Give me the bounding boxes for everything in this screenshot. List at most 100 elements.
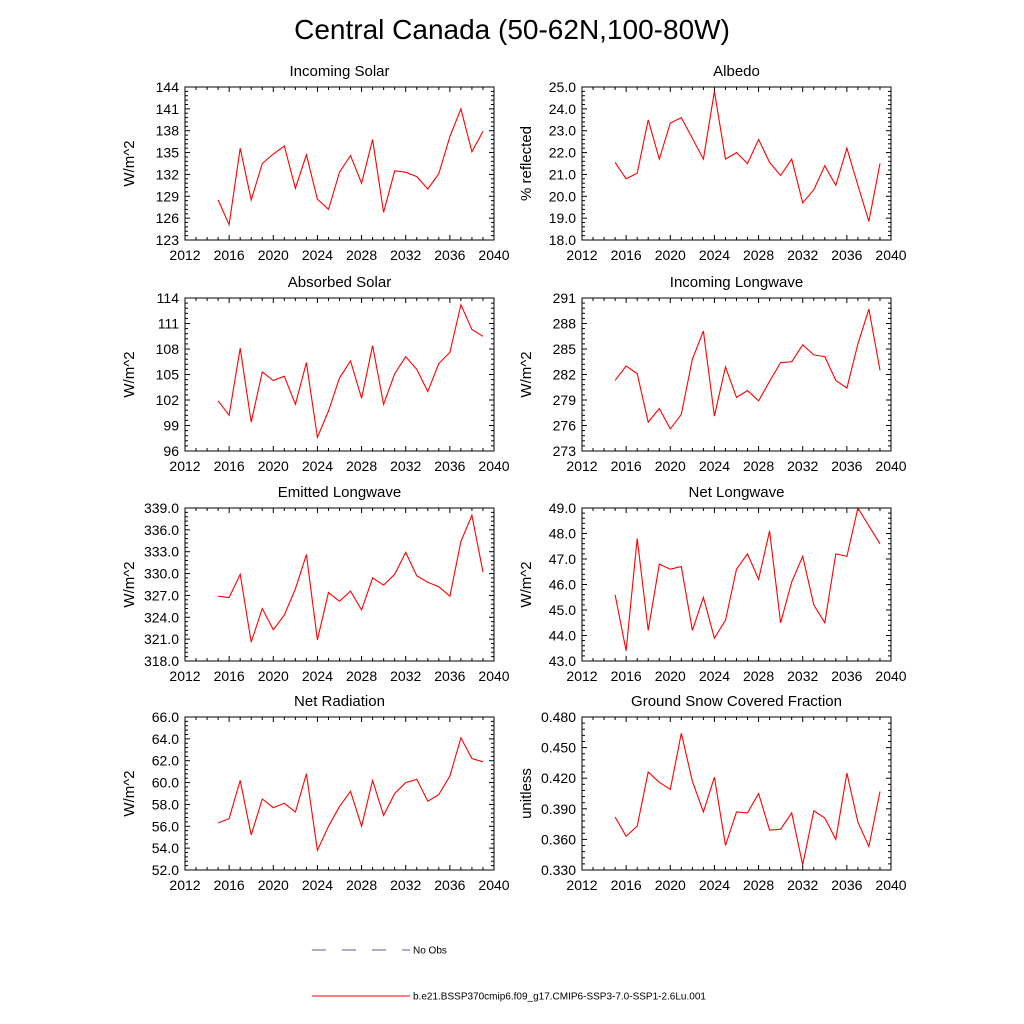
x-tick-label: 2032: [390, 247, 421, 263]
series-line: [217, 107, 484, 227]
x-tick-label: 2028: [743, 247, 774, 263]
x-tick-label: 2032: [787, 668, 818, 684]
series-line: [614, 733, 881, 866]
x-tick-label: 2020: [655, 877, 686, 893]
y-tick-label: 330.0: [144, 566, 179, 582]
x-tick-label: 2020: [655, 247, 686, 263]
x-tick-label: 2032: [787, 247, 818, 263]
x-tick-label: 2016: [214, 247, 245, 263]
y-axis-label: W/m^2: [518, 561, 535, 607]
y-tick-label: 0.480: [541, 709, 576, 725]
x-tick-label: 2036: [434, 877, 465, 893]
panel-4: Emitted Longwave W/m^2 2012 2016 2020 2024 202…: [121, 484, 510, 684]
y-tick-label: 47.0: [549, 551, 576, 567]
panels: Incoming Solar W/m^2 2012 2016 2020 2024 2028 2…: [121, 63, 907, 893]
y-tick-label: 135: [156, 145, 180, 161]
x-tick-label: 2028: [346, 877, 377, 893]
y-tick-label: 339.0: [144, 500, 179, 516]
y-tick-label: 105: [156, 367, 180, 383]
y-tick-label: 46.0: [549, 577, 576, 593]
legend-model-label: b.e21.BSSP370cmip6.f09_g17.CMIP6-SSP3-7.…: [413, 992, 706, 1003]
y-tick-label: 44.0: [549, 628, 576, 644]
x-tick-label: 2036: [434, 247, 465, 263]
x-tick-label: 2024: [302, 247, 333, 263]
x-tick-label: 2020: [655, 458, 686, 474]
x-tick-label: 2040: [478, 877, 509, 893]
x-tick-label: 2024: [302, 458, 333, 474]
x-tick-label: 2012: [566, 458, 597, 474]
x-tick-label: 2040: [875, 668, 906, 684]
x-tick-label: 2016: [214, 458, 245, 474]
plot-frame: [581, 716, 892, 871]
series-line: [217, 736, 484, 853]
y-axis-label: W/m^2: [518, 351, 535, 397]
y-axis-label: % reflected: [518, 126, 535, 201]
x-tick-label: 2028: [346, 247, 377, 263]
x-tick-label: 2040: [478, 247, 509, 263]
panel-6: Net Radiation W/m^2 2012 2016 2020 2024 2028 20…: [121, 693, 510, 893]
x-tick-label: 2012: [566, 247, 597, 263]
y-tick-label: 20.0: [549, 188, 576, 204]
plot-frame: [184, 86, 495, 241]
legend-model: b.e21.BSSP370cmip6.f09_g17.CMIP6-SSP3-7.…: [312, 992, 706, 1003]
y-tick-label: 327.0: [144, 587, 179, 603]
x-tick-label: 2040: [478, 458, 509, 474]
y-tick-label: 54.0: [152, 840, 179, 856]
x-tick-label: 2040: [875, 458, 906, 474]
x-tick-label: 2032: [787, 458, 818, 474]
series-line: [614, 506, 881, 651]
x-tick-label: 2020: [258, 668, 289, 684]
y-tick-label: 132: [156, 166, 180, 182]
x-tick-label: 2024: [302, 668, 333, 684]
x-tick-label: 2028: [743, 458, 774, 474]
x-tick-label: 2032: [787, 877, 818, 893]
x-tick-label: 2028: [346, 668, 377, 684]
panel-title: Net Longwave: [689, 484, 785, 501]
x-tick-label: 2016: [214, 877, 245, 893]
y-tick-label: 138: [156, 123, 180, 139]
series-line: [614, 308, 881, 430]
y-tick-label: 288: [553, 316, 577, 332]
legend-obs-label: No Obs: [413, 946, 447, 957]
y-tick-label: 114: [157, 290, 180, 306]
x-tick-label: 2020: [258, 247, 289, 263]
y-tick-label: 279: [553, 392, 577, 408]
x-tick-label: 2032: [390, 877, 421, 893]
plot-frame: [184, 297, 495, 452]
y-tick-label: 60.0: [152, 775, 179, 791]
x-tick-label: 2024: [699, 247, 730, 263]
x-tick-label: 2028: [743, 877, 774, 893]
panel-title: Albedo: [713, 63, 760, 80]
series-line: [217, 303, 484, 440]
y-tick-label: 102: [156, 392, 180, 408]
x-tick-label: 2024: [699, 458, 730, 474]
panel-title: Absorbed Solar: [288, 274, 391, 291]
x-tick-label: 2036: [831, 247, 862, 263]
y-tick-label: 0.330: [541, 862, 576, 878]
y-tick-label: 99: [163, 418, 179, 434]
legend: No Obs b.e21.BSSP370cmip6.f09_g17.CMIP6-…: [312, 946, 706, 1003]
y-axis-label: W/m^2: [121, 561, 138, 607]
y-tick-label: 276: [553, 418, 577, 434]
y-tick-label: 52.0: [152, 862, 179, 878]
x-tick-label: 2024: [699, 668, 730, 684]
y-tick-label: 62.0: [152, 753, 179, 769]
x-tick-label: 2028: [743, 668, 774, 684]
y-tick-label: 108: [156, 341, 180, 357]
x-tick-label: 2040: [478, 668, 509, 684]
plot-frame: [581, 297, 892, 452]
panel-7: Ground Snow Covered Fraction unitless 2012…: [518, 693, 907, 893]
y-tick-label: 56.0: [152, 818, 179, 834]
y-tick-label: 129: [156, 188, 180, 204]
y-axis-label: unitless: [518, 768, 535, 819]
panel-title: Ground Snow Covered Fraction: [631, 693, 842, 710]
x-tick-label: 2012: [566, 668, 597, 684]
x-tick-label: 2024: [302, 877, 333, 893]
x-tick-label: 2016: [611, 877, 642, 893]
y-tick-label: 291: [553, 290, 577, 306]
x-tick-label: 2016: [611, 458, 642, 474]
y-tick-label: 23.0: [549, 123, 576, 139]
x-tick-label: 2028: [346, 458, 377, 474]
panel-3: Incoming Longwave W/m^2 2012 2016 2020 2024 20…: [518, 274, 907, 474]
panel-title: Emitted Longwave: [278, 484, 401, 501]
